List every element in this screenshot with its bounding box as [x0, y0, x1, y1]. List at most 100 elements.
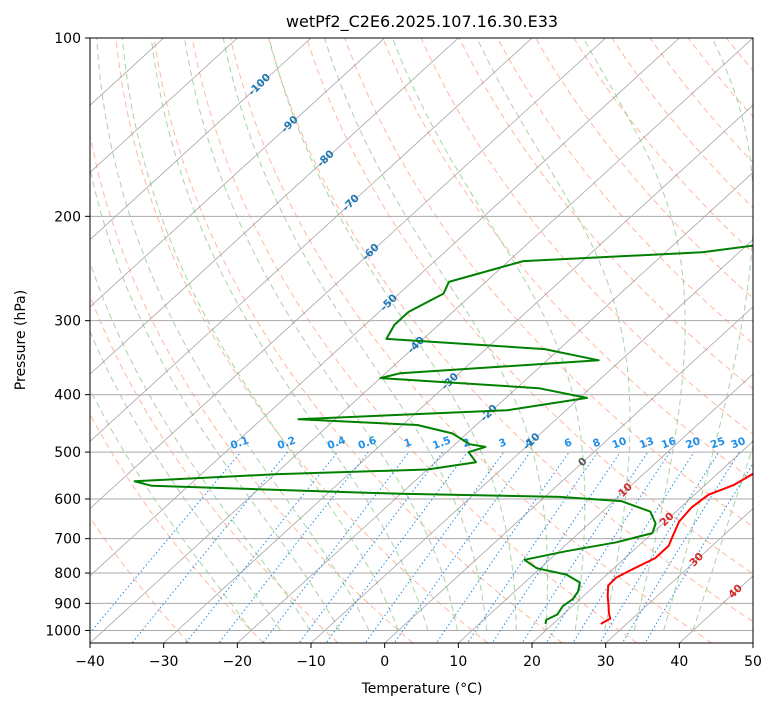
y-tick-label: 800: [54, 566, 81, 582]
isotherm-label: -90: [279, 114, 301, 136]
isotherm: [752, 642, 753, 643]
mixing-ratio-label: 1.5: [431, 434, 453, 452]
mixing-ratio-label: 13: [638, 435, 656, 451]
x-tick-label: 20: [523, 654, 541, 670]
isotherm-label: -80: [315, 148, 337, 170]
dry-adiabat: [90, 413, 264, 643]
x-tick-label: −40: [75, 654, 105, 670]
mixing-ratio-label: 16: [660, 435, 678, 451]
x-tick-label: 0: [380, 654, 389, 670]
dry-adiabat: [90, 294, 339, 643]
x-axis-ticks: −40 −30 −20 −10 0 10 20 30 40 50: [75, 643, 762, 670]
moist-adiabat: [90, 166, 340, 631]
isotherm: [90, 38, 312, 241]
y-tick-label: 400: [54, 388, 81, 404]
y-axis-label: Pressure (hPa): [13, 290, 29, 390]
x-axis-label: Temperature (°C): [361, 681, 483, 697]
mixing-ratio-label: 4: [524, 436, 535, 450]
dry-adiabat: [306, 38, 753, 575]
mixing-ratio-line: [185, 451, 338, 643]
moist-adiabat: [222, 38, 488, 631]
moist-adiabat: [391, 38, 586, 631]
dry-adiabat: [649, 38, 753, 164]
isotherm: [605, 508, 753, 643]
chart-title: wetPf2_C2E6.2025.107.16.30.E33: [286, 12, 558, 32]
x-tick-label: −30: [149, 654, 179, 670]
isotherm: [531, 440, 753, 643]
mixing-ratio-line: [393, 451, 531, 643]
plot-frame: [89, 37, 754, 644]
y-tick-label: 300: [54, 314, 81, 330]
mixing-ratio-label: 8: [591, 436, 602, 450]
y-tick-label: 100: [54, 31, 81, 47]
isotherm: [90, 38, 606, 510]
dry-adiabat: [765, 38, 775, 643]
moist-adiabat: [268, 38, 517, 631]
moist-adiabat: [663, 38, 753, 631]
isotherm-label: 40: [726, 582, 745, 601]
mixing-ratio-line: [218, 451, 369, 643]
y-axis-ticks: 1000 900 800 700 600 500 400 300 200 100: [45, 31, 90, 639]
moist-adiabat: [476, 38, 631, 631]
y-tick-label: 700: [54, 532, 81, 548]
mixing-ratio-label: 25: [709, 435, 727, 451]
profiles: [133, 244, 753, 625]
dry-adiabat: [611, 38, 753, 209]
mixing-ratio-line: [435, 451, 570, 643]
x-tick-label: 10: [449, 654, 467, 670]
isotherm-label: -10: [521, 431, 543, 453]
moist-adiabat: [324, 38, 548, 631]
mixing-ratio-label: 20: [684, 435, 702, 451]
isotherm: [458, 373, 753, 643]
moist-adiabat: [121, 38, 399, 631]
isotherm: [90, 38, 680, 577]
isotherm: [90, 38, 533, 442]
dry-adiabat: [229, 38, 712, 643]
mixing-ratio-line: [491, 451, 621, 643]
mixing-ratio-label: 3: [497, 436, 508, 450]
mixing-ratio-label: 0.4: [326, 434, 348, 452]
dry-adiabat: [115, 38, 488, 643]
mixing-ratio-line: [131, 451, 288, 643]
x-tick-label: 50: [744, 654, 762, 670]
isotherm-label: -100: [246, 71, 273, 98]
mixing-ratio-line: [262, 451, 410, 643]
dry-adiabat: [496, 38, 753, 345]
moist-adiabat: [96, 38, 370, 631]
x-tick-label: 40: [670, 654, 688, 670]
y-tick-label: 500: [54, 445, 81, 461]
dry-adiabat: [382, 38, 753, 482]
isotherm: [384, 306, 753, 643]
isotherm-label: -40: [405, 334, 427, 356]
dry-adiabat: [153, 38, 563, 643]
y-tick-label: 1000: [45, 623, 81, 639]
isotherm: [163, 104, 753, 643]
mixing-ratio-label: 0.6: [357, 434, 379, 452]
mixing-ratio-label: 10: [610, 435, 628, 451]
isotherm: [90, 38, 385, 308]
isotherm: [90, 38, 238, 173]
isotherm-label: -20: [478, 402, 500, 424]
mixing-ratio-line: [644, 462, 753, 643]
x-tick-label: −10: [296, 654, 326, 670]
isotherm-label: -50: [378, 292, 400, 314]
mixing-ratio-line: [521, 451, 649, 643]
mixing-ratio-line: [545, 451, 671, 643]
mixing-ratio-line: [364, 451, 505, 643]
background-lines: [90, 38, 775, 643]
dewpoint-profile: [133, 244, 753, 625]
mixing-ratio-label: 1: [402, 436, 413, 450]
mixing-ratio-label: 36: [750, 435, 768, 451]
mixing-ratio-line: [621, 451, 740, 643]
mixing-ratio-label: 30: [729, 435, 747, 451]
dry-adiabat: [90, 516, 190, 643]
y-tick-label: 900: [54, 596, 81, 612]
dry-adiabat: [191, 38, 638, 643]
isotherm-label: 30: [687, 550, 706, 569]
moist-adiabat: [90, 330, 281, 631]
dry-adiabat: [687, 38, 753, 118]
dry-adiabat: [535, 38, 753, 299]
isotherm-label: -70: [340, 192, 362, 214]
isotherm: [237, 171, 753, 643]
mixing-ratio-line: [572, 451, 695, 643]
